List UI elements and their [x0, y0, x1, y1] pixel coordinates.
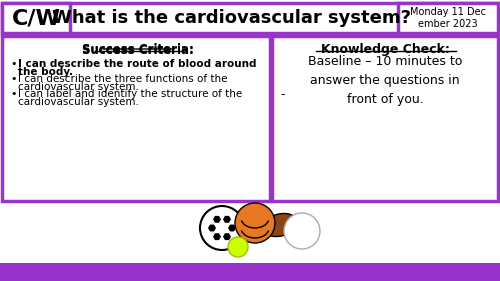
- Ellipse shape: [263, 214, 297, 237]
- Polygon shape: [213, 216, 221, 223]
- Text: C/W: C/W: [12, 8, 60, 28]
- Text: Success Criteria:: Success Criteria:: [82, 44, 194, 57]
- FancyBboxPatch shape: [2, 36, 270, 201]
- FancyBboxPatch shape: [0, 263, 500, 281]
- Text: -: -: [280, 88, 284, 101]
- Text: cardiovascular system.: cardiovascular system.: [18, 97, 139, 107]
- Text: •: •: [10, 89, 16, 99]
- FancyBboxPatch shape: [398, 3, 498, 33]
- Text: I can describe the three functions of the: I can describe the three functions of th…: [18, 74, 228, 84]
- Text: the body.: the body.: [18, 67, 73, 77]
- Text: Baseline – 10 minutes to
answer the questions in
front of you.: Baseline – 10 minutes to answer the ques…: [308, 55, 462, 106]
- Circle shape: [200, 206, 244, 250]
- Text: Success Criteria:: Success Criteria:: [82, 43, 194, 56]
- Text: Knowledge Check:: Knowledge Check:: [320, 43, 450, 56]
- Polygon shape: [223, 233, 231, 240]
- Text: •: •: [10, 59, 16, 69]
- Text: cardiovascular system.: cardiovascular system.: [18, 82, 139, 92]
- Polygon shape: [213, 233, 221, 240]
- Polygon shape: [208, 225, 216, 232]
- Circle shape: [228, 237, 248, 257]
- FancyBboxPatch shape: [2, 3, 70, 33]
- Text: What is the cardiovascular system?: What is the cardiovascular system?: [52, 9, 412, 27]
- Circle shape: [235, 203, 275, 243]
- Polygon shape: [223, 216, 231, 223]
- Circle shape: [284, 213, 320, 249]
- Polygon shape: [228, 225, 236, 232]
- Text: Monday 11 Dec
ember 2023: Monday 11 Dec ember 2023: [410, 7, 486, 29]
- FancyBboxPatch shape: [272, 36, 498, 201]
- Text: I can label and identify the structure of the: I can label and identify the structure o…: [18, 89, 242, 99]
- Text: I can describe the route of blood around: I can describe the route of blood around: [18, 59, 256, 69]
- FancyBboxPatch shape: [2, 3, 498, 33]
- Text: •: •: [10, 74, 16, 84]
